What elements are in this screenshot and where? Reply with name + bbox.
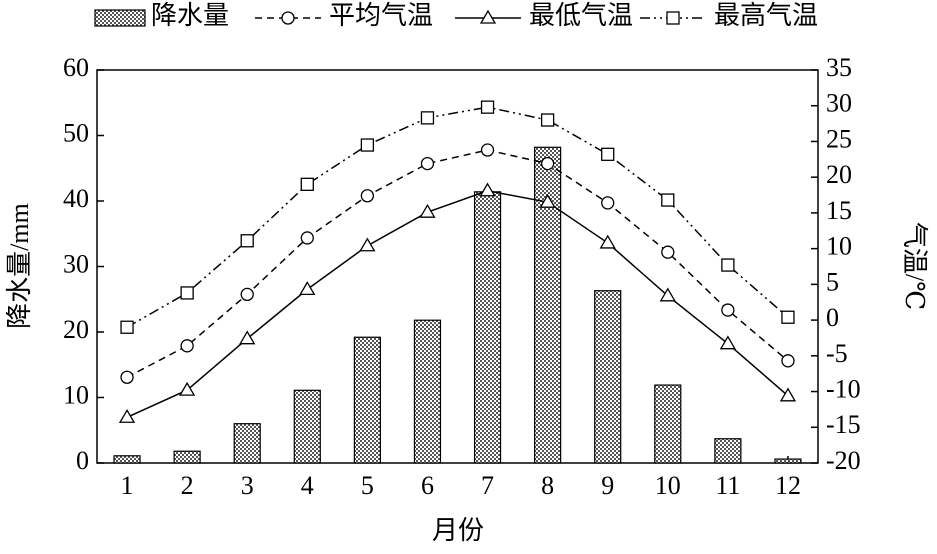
y2-tick-label: 25 <box>826 124 852 153</box>
marker <box>480 143 495 157</box>
bar <box>473 191 502 464</box>
marker <box>721 258 735 272</box>
line <box>126 189 789 418</box>
marker <box>721 303 735 317</box>
y-tick-label: 10 <box>63 380 89 409</box>
legend-label: 平均气温 <box>329 1 433 30</box>
marker <box>419 203 436 218</box>
marker <box>540 113 555 127</box>
marker <box>781 354 795 368</box>
marker <box>118 408 136 423</box>
marker <box>299 281 316 296</box>
x-tick-label: 8 <box>541 471 554 500</box>
marker <box>359 237 376 252</box>
marker <box>239 330 256 345</box>
bar <box>714 438 742 464</box>
x-tick-label: 11 <box>715 471 740 500</box>
bar <box>413 319 442 464</box>
x-tick-label: 9 <box>601 471 614 500</box>
x-tick-label: 3 <box>241 471 254 500</box>
legend-label: 最高气温 <box>714 1 818 30</box>
x-tick-label: 5 <box>361 471 374 500</box>
marker <box>601 196 615 210</box>
y2-tick-label: -20 <box>826 446 861 475</box>
line <box>126 149 789 378</box>
y2-axis-label: 气温/℃ <box>900 222 929 310</box>
marker <box>539 193 556 208</box>
y2-tick-label: -10 <box>826 375 861 404</box>
marker <box>479 182 496 197</box>
x-tick-label: 4 <box>301 471 314 500</box>
x-tick-label: 6 <box>421 471 434 500</box>
y-tick-label: 20 <box>63 315 89 344</box>
marker <box>719 335 737 350</box>
y-tick-label: 50 <box>63 118 89 147</box>
marker <box>120 370 134 384</box>
y2-tick-label: 10 <box>826 232 852 261</box>
y-tick-label: 0 <box>76 446 89 475</box>
bar <box>173 450 201 464</box>
marker <box>661 245 675 259</box>
y2-tick-label: 5 <box>826 267 839 296</box>
y-tick-label: 40 <box>63 184 89 213</box>
y2-tick-label: 0 <box>826 303 839 332</box>
legend-marker <box>479 9 497 24</box>
marker <box>659 287 676 302</box>
bar <box>293 389 321 464</box>
y2-tick-label: 15 <box>826 196 852 225</box>
x-tick-label: 10 <box>655 471 681 500</box>
bar <box>113 455 141 464</box>
marker <box>661 193 675 207</box>
marker <box>420 111 435 125</box>
marker <box>540 156 555 171</box>
y-axis-label: 降水量/mm <box>5 203 34 329</box>
x-tick-label: 1 <box>121 471 134 500</box>
marker <box>781 310 795 324</box>
marker <box>779 387 797 402</box>
marker <box>601 147 615 161</box>
bar <box>594 290 622 464</box>
marker <box>300 231 314 245</box>
bar <box>353 336 381 464</box>
legend-marker <box>281 11 295 25</box>
marker <box>120 320 134 334</box>
y-tick-label: 60 <box>63 53 89 82</box>
marker <box>240 234 254 248</box>
legend-label: 降水量 <box>151 1 229 30</box>
y2-tick-label: 20 <box>826 160 852 189</box>
marker <box>300 177 314 191</box>
x-tick-label: 7 <box>481 471 494 500</box>
marker <box>599 234 616 249</box>
marker <box>180 339 194 353</box>
marker <box>360 138 375 152</box>
bar <box>654 384 682 464</box>
y2-tick-label: 30 <box>826 89 852 118</box>
marker <box>240 287 254 302</box>
marker <box>360 189 375 203</box>
plot-frame <box>96 69 819 464</box>
x-tick-label: 2 <box>181 471 194 500</box>
marker <box>420 156 435 171</box>
marker <box>480 100 495 114</box>
x-tick-label: 12 <box>775 471 801 500</box>
marker <box>178 381 196 396</box>
x-axis-label: 月份 <box>432 516 484 545</box>
bar <box>774 458 802 464</box>
legend-label: 最低气温 <box>529 1 633 30</box>
marker <box>180 286 194 300</box>
y2-tick-label: -5 <box>826 339 848 368</box>
bar <box>233 423 261 464</box>
y-tick-label: 30 <box>63 249 89 278</box>
legend-marker <box>666 11 680 25</box>
y2-tick-label: -15 <box>826 410 861 439</box>
legend-swatch <box>94 9 146 27</box>
line <box>126 106 789 328</box>
y2-tick-label: 35 <box>826 53 852 82</box>
